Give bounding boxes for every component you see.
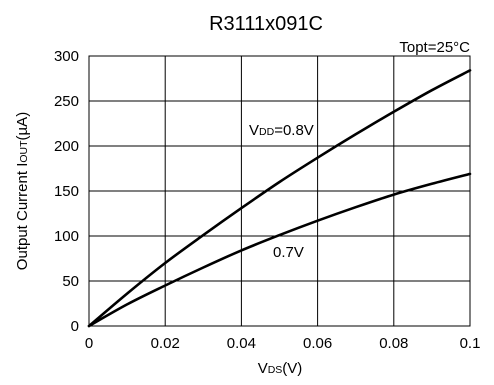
plot-frame — [88, 55, 471, 327]
series-label-main: 0.7V — [273, 244, 304, 261]
series-label-vdd-0.8v: VDD=0.8V — [249, 122, 314, 139]
y-tick-label: 200 — [54, 138, 79, 155]
series-label-0.7v: 0.7V — [273, 244, 304, 261]
series-label-suffix: =0.8V — [274, 122, 314, 139]
series-label-main: V — [249, 122, 259, 139]
x-tick-label: 0 — [85, 335, 93, 352]
y-tick-labels: 0 50 100 150 200 250 300 — [54, 48, 79, 335]
x-tick-label: 0.1 — [460, 335, 481, 352]
y-tick-label: 50 — [62, 273, 79, 290]
y-tick-label: 150 — [54, 183, 79, 200]
series-line-2 — [87, 172, 472, 328]
x-tick-label: 0.08 — [379, 335, 408, 352]
x-axis-label-sub: DS — [268, 364, 283, 376]
series-lines — [87, 69, 472, 328]
x-tick-label: 0.06 — [303, 335, 332, 352]
y-axis-label-suffix: (µA) — [14, 112, 31, 141]
y-axis-label-prefix: Output Current I — [14, 163, 31, 271]
x-tick-labels: 0 0.02 0.04 0.06 0.08 0.1 — [85, 335, 481, 352]
grid-lines — [89, 56, 470, 326]
x-axis-label: VDS(V) — [258, 360, 303, 377]
chart-title: R3111x091C — [209, 13, 323, 35]
series-label-sub: DD — [259, 126, 275, 138]
series-line-1 — [87, 69, 472, 328]
x-tick-label: 0.02 — [151, 335, 180, 352]
y-tick-label: 100 — [54, 228, 79, 245]
y-axis-label: Output Current IOUT(µA) — [14, 112, 31, 270]
x-axis-label-main: V — [258, 360, 268, 377]
y-tick-label: 300 — [54, 48, 79, 65]
x-axis-label-suffix: (V) — [282, 360, 302, 377]
x-tick-label: 0.04 — [227, 335, 256, 352]
y-axis-label-sub: OUT — [18, 140, 30, 163]
y-tick-label: 0 — [71, 318, 79, 335]
y-tick-label: 250 — [54, 93, 79, 110]
condition-label: Topt=25°C — [399, 39, 470, 56]
